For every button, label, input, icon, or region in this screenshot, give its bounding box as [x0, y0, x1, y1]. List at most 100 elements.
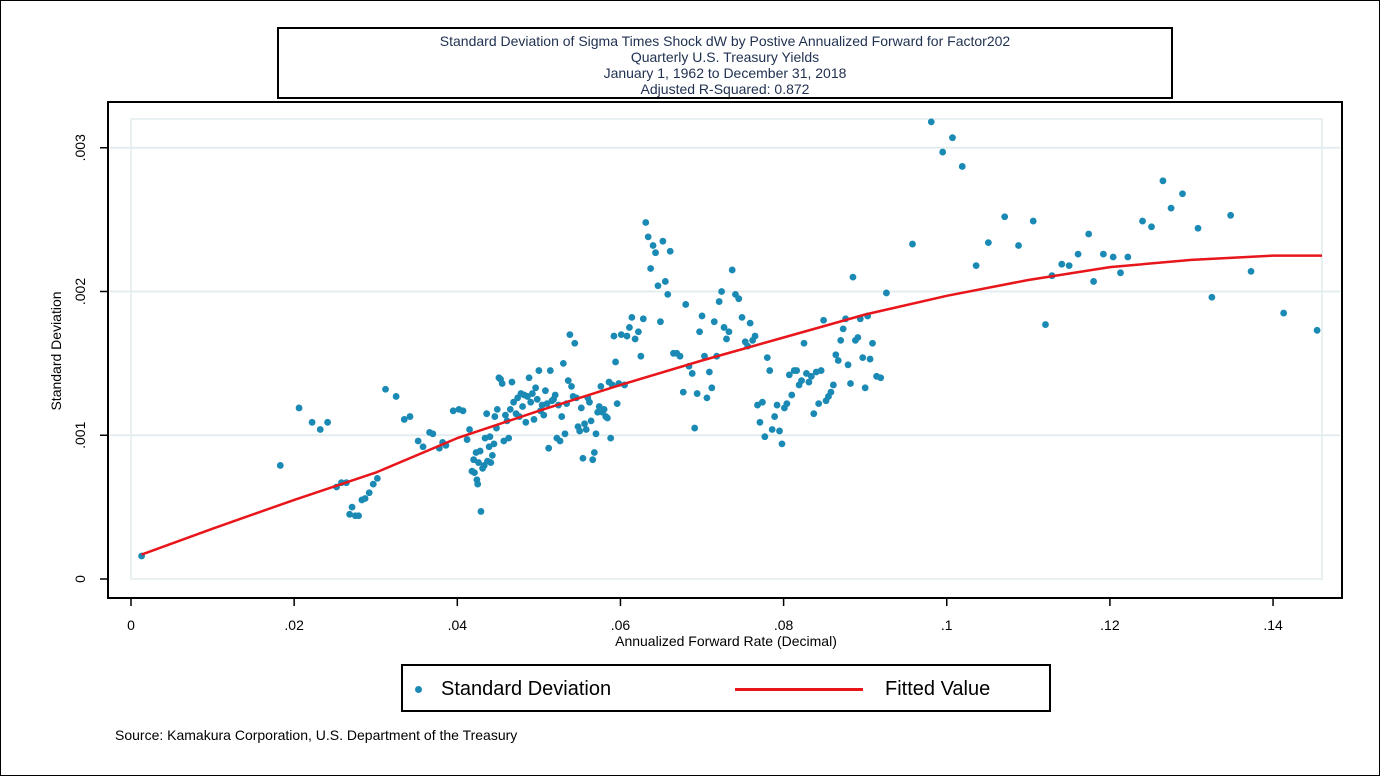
scatter-point [927, 118, 935, 126]
scatter-point [586, 398, 593, 406]
scatter-point [392, 393, 400, 400]
scatter-point [463, 436, 471, 443]
scatter-point [373, 474, 381, 482]
y-tick-label: 0 [72, 575, 88, 583]
scatter-point [490, 440, 498, 448]
scatter-point [688, 370, 696, 377]
scatter-point [666, 247, 674, 255]
scatter-point [639, 315, 647, 323]
y-tick-label: .002 [72, 278, 88, 305]
scatter-point [623, 332, 631, 340]
scatter-point [634, 328, 642, 336]
scatter-point [771, 413, 779, 420]
x-tick-label: .08 [774, 617, 794, 633]
scatter-point [800, 339, 808, 347]
scatter-point [834, 357, 842, 364]
x-tick-label: .04 [448, 617, 468, 633]
chart-title-line-2: Quarterly U.S. Treasury Yields [630, 49, 820, 65]
y-tick-label: .003 [72, 134, 88, 161]
scatter-point [535, 367, 543, 374]
scatter-point [866, 355, 874, 363]
scatter-point [369, 480, 377, 488]
scatter-point [566, 331, 574, 339]
scatter-point [642, 219, 650, 226]
scatter-point [542, 387, 549, 395]
scatter-point [664, 290, 672, 298]
scatter-point [763, 354, 771, 362]
scatter-point [631, 335, 639, 343]
scatter-point [590, 449, 598, 456]
scatter-point [703, 394, 711, 402]
scatter-point [661, 278, 669, 285]
scatter-point [708, 384, 716, 392]
scatter-point [316, 426, 324, 433]
scatter-point [1194, 224, 1202, 232]
scatter-point [958, 163, 966, 170]
x-tick-label: .12 [1100, 617, 1120, 633]
scatter-point [869, 339, 876, 347]
scatter-point [449, 407, 457, 415]
scatter-point [1139, 217, 1146, 225]
scatter-point [483, 410, 491, 418]
scatter-point [587, 417, 595, 425]
scatter-point [832, 351, 840, 359]
scatter-point [604, 414, 611, 422]
scatter-point [564, 377, 572, 385]
scatter-point [506, 405, 514, 413]
scatter-point [785, 371, 793, 379]
legend-scatter-label: Standard Deviation [441, 678, 612, 700]
scatter-point [798, 377, 805, 385]
scatter-point [610, 332, 618, 340]
scatter-point [682, 301, 690, 308]
scatter-point [571, 339, 579, 347]
scatter-point [559, 359, 567, 367]
scatter-point [475, 459, 482, 466]
scatter-point [1001, 213, 1009, 221]
scatter-point [861, 384, 869, 392]
scatter-point [576, 427, 584, 435]
scatter-point [1208, 293, 1216, 301]
scatter-point [715, 298, 723, 305]
scatter-point [1124, 253, 1132, 261]
scatter-point [568, 382, 575, 390]
scatter-point [859, 354, 867, 362]
plot-outer-border [107, 101, 1343, 599]
x-tick-label: 0 [127, 617, 135, 633]
scatter-point [939, 148, 947, 156]
legend-line-label: Fitted Value [885, 678, 991, 700]
scatter-point [1280, 309, 1288, 317]
scatter-point [807, 372, 815, 380]
scatter-point [654, 282, 662, 290]
scatter-point [582, 426, 590, 433]
scatter-point [723, 335, 730, 343]
scatter-point [530, 416, 538, 423]
scatter-point [1148, 223, 1155, 231]
scatter-point [810, 410, 818, 418]
scatter-point [470, 456, 478, 464]
scatter-point [882, 289, 890, 297]
scatter-point [361, 495, 369, 502]
plot-inner-region [130, 118, 1323, 580]
source-note: Source: Kamakura Corporation, U.S. Depar… [115, 727, 518, 743]
scatter-point [493, 405, 501, 413]
scatter-point [474, 480, 482, 488]
scatter-point [847, 380, 854, 387]
chart-title-line-1: Standard Deviation of Sigma Times Shock … [439, 33, 1011, 49]
scatter-point [844, 361, 852, 369]
scatter-point [527, 398, 535, 406]
scatter-point [551, 391, 559, 399]
scatter-point [365, 489, 373, 497]
scatter-point [594, 408, 602, 416]
scatter-point [532, 384, 540, 392]
scatter-point [773, 401, 781, 409]
x-tick-label: .02 [284, 617, 304, 633]
scatter-point [827, 388, 835, 396]
scatter-point [592, 430, 600, 438]
scatter-point [837, 336, 845, 344]
chart-title-box: Standard Deviation of Sigma Times Shock … [277, 27, 1173, 99]
scatter-point [1109, 253, 1117, 261]
scatter-point [466, 426, 473, 433]
scatter-point [476, 447, 484, 455]
scatter-point [355, 512, 362, 520]
scatter-point [758, 398, 766, 406]
